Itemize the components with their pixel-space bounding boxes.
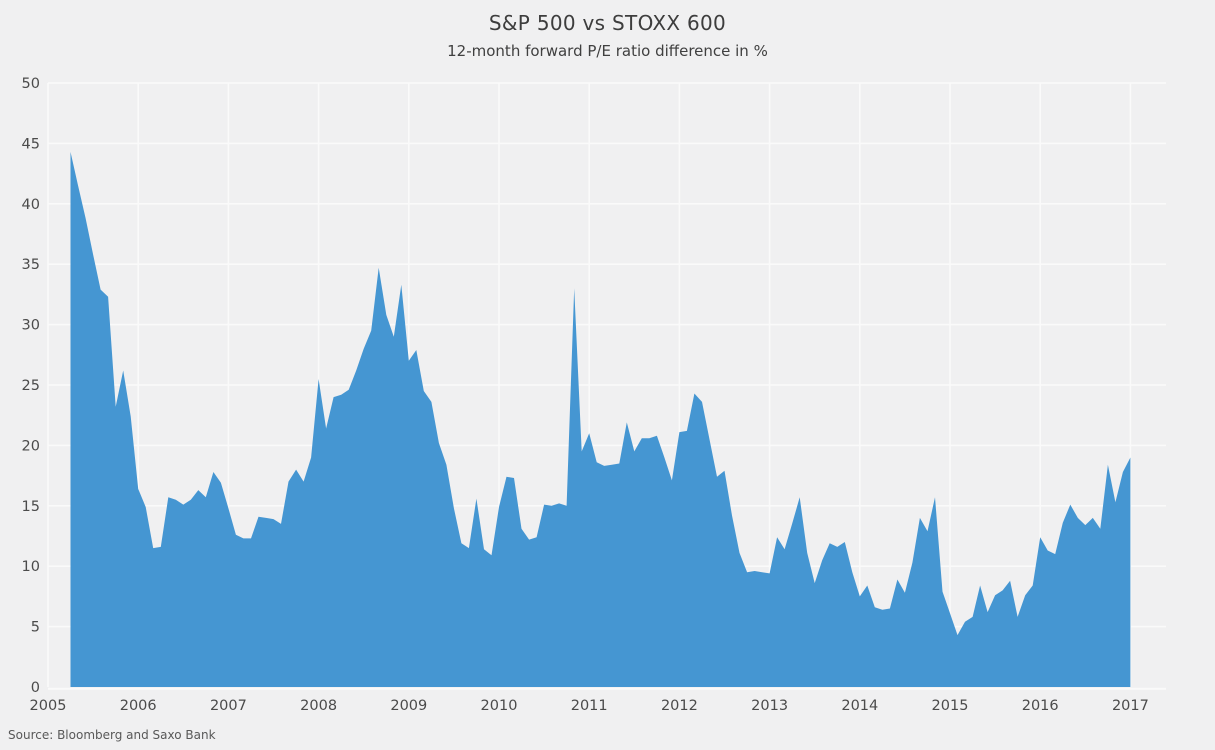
chart-title: S&P 500 vs STOXX 600: [488, 11, 727, 35]
area-series: [70, 151, 1131, 687]
y-tick-label-0: 0: [31, 680, 40, 696]
y-tick-label-5: 5: [31, 620, 40, 636]
chart-subtitle: 12-month forward P/E ratio difference in…: [447, 42, 768, 60]
x-tick-label-2005: 2005: [30, 698, 67, 714]
x-tick-label-2009: 2009: [390, 698, 427, 714]
x-tick-label-2014: 2014: [841, 698, 878, 714]
x-tick-label-2010: 2010: [481, 698, 518, 714]
y-tick-label-50: 50: [22, 76, 40, 92]
y-tick-label-40: 40: [22, 197, 40, 213]
y-tick-label-10: 10: [22, 559, 40, 575]
y-tick-label-30: 30: [22, 318, 40, 334]
x-tick-label-2007: 2007: [210, 698, 247, 714]
y-tick-label-45: 45: [22, 136, 40, 152]
x-tick-label-2017: 2017: [1112, 698, 1149, 714]
y-tick-label-20: 20: [22, 438, 40, 454]
y-tick-label-25: 25: [22, 378, 40, 394]
x-tick-label-2008: 2008: [300, 698, 337, 714]
x-tick-label-2011: 2011: [571, 698, 608, 714]
x-tick-label-2016: 2016: [1022, 698, 1059, 714]
y-tick-label-35: 35: [22, 257, 40, 273]
x-tick-label-2015: 2015: [932, 698, 969, 714]
x-tick-label-2013: 2013: [751, 698, 788, 714]
source-note: Source: Bloomberg and Saxo Bank: [8, 728, 216, 742]
x-tick-label-2012: 2012: [661, 698, 698, 714]
x-tick-label-2006: 2006: [120, 698, 157, 714]
y-tick-label-15: 15: [22, 499, 40, 515]
